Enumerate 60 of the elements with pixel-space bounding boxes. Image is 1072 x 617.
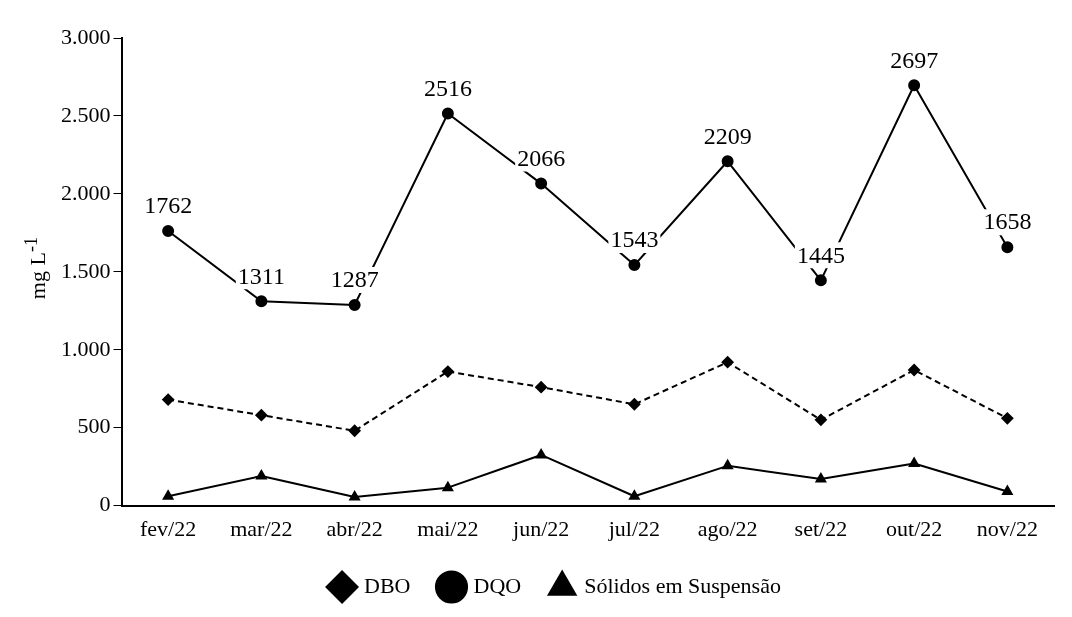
point [441, 107, 454, 120]
point [255, 409, 268, 422]
point [629, 490, 640, 500]
data-label: 1762 [144, 192, 193, 219]
point [908, 79, 921, 92]
x-tick-label: fev/22 [140, 515, 197, 541]
point [721, 155, 734, 168]
x-tick-label: abr/22 [326, 515, 383, 541]
point [721, 356, 734, 369]
point [814, 274, 827, 287]
x-tick-label: nov/22 [976, 515, 1038, 541]
point [1001, 241, 1014, 254]
y-tick-label: 2.000 [61, 179, 111, 205]
point [255, 295, 268, 308]
point [441, 365, 454, 378]
data-label: 2516 [423, 74, 472, 101]
y-tick-label: 0 [99, 491, 111, 517]
point [162, 490, 174, 500]
data-label: 1543 [610, 226, 659, 253]
x-tick-label: jun/22 [512, 515, 570, 541]
point [535, 177, 548, 190]
legend-label: DQO [473, 572, 522, 598]
point [628, 259, 641, 272]
point [815, 473, 827, 483]
point [722, 459, 733, 470]
point [348, 424, 361, 437]
x-tick-label: mar/22 [230, 515, 293, 541]
point [908, 457, 920, 468]
point [1001, 412, 1014, 425]
point [256, 469, 267, 480]
y-tick-label: 1.500 [61, 257, 111, 283]
y-tick-label: 500 [77, 413, 111, 439]
point [162, 224, 175, 237]
y-tick-label: 3.000 [61, 23, 111, 49]
y-tick-label: 2.500 [61, 101, 111, 127]
point [348, 299, 361, 311]
data-label: 1658 [983, 208, 1032, 235]
data-label: 2697 [890, 46, 939, 73]
x-tick-label: out/22 [886, 515, 943, 541]
data-label: 1311 [237, 262, 285, 289]
point [1002, 485, 1013, 496]
point [908, 364, 921, 376]
data-label: 1287 [330, 266, 379, 293]
x-tick-label: mai/22 [417, 515, 479, 541]
legend-label: DBO [364, 572, 411, 598]
point [628, 398, 641, 411]
data-label: 2209 [703, 122, 752, 149]
data-label: 1445 [796, 241, 845, 268]
point [442, 481, 454, 492]
data-label: 2066 [517, 144, 566, 171]
x-tick-label: set/22 [794, 515, 848, 541]
point [814, 413, 827, 426]
point [535, 381, 548, 394]
x-tick-label: jul/22 [607, 515, 661, 541]
point [349, 491, 360, 501]
point [162, 393, 175, 406]
x-tick-label: ago/22 [697, 515, 758, 541]
point [535, 448, 547, 459]
y-tick-label: 1.000 [61, 335, 111, 361]
legend-label: Sólidos em Suspensão [584, 572, 781, 598]
